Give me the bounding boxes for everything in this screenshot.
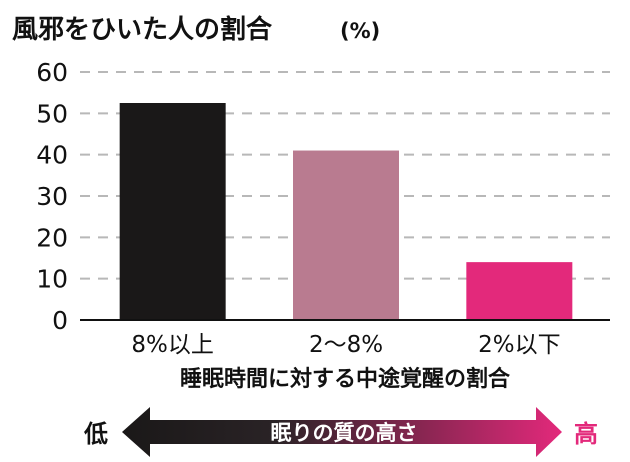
x-axis-title: 睡眠時間に対する中途覚醒の割合: [180, 366, 511, 392]
y-tick-label: 40: [36, 141, 68, 170]
x-tick-labels: 8%以上 2〜8% 2%以下: [131, 332, 560, 358]
bar-2: [293, 150, 399, 320]
high-label: 高: [574, 420, 598, 448]
bar-3: [466, 262, 573, 320]
quality-arrow-label: 眠りの質の高さ: [271, 421, 418, 445]
y-tick-label: 20: [36, 223, 68, 252]
y-tick-label: 0: [52, 306, 68, 335]
x-tick-label: 2〜8%: [309, 332, 383, 358]
y-tick-label: 60: [36, 58, 68, 87]
chart-unit: (%): [340, 19, 380, 43]
y-tick-label: 30: [36, 182, 68, 211]
x-tick-label: 8%以上: [131, 332, 214, 358]
bars: [119, 103, 573, 320]
low-label: 低: [83, 420, 108, 448]
quality-arrow: [122, 407, 562, 457]
y-tick-labels: 0 10 20 30 40 50 60: [36, 58, 68, 335]
chart-title: 風邪をひいた人の割合: [12, 14, 273, 45]
y-tick-label: 50: [36, 99, 68, 128]
x-tick-label: 2%以下: [478, 332, 561, 358]
bar-1: [119, 103, 226, 320]
y-tick-label: 10: [36, 265, 68, 294]
